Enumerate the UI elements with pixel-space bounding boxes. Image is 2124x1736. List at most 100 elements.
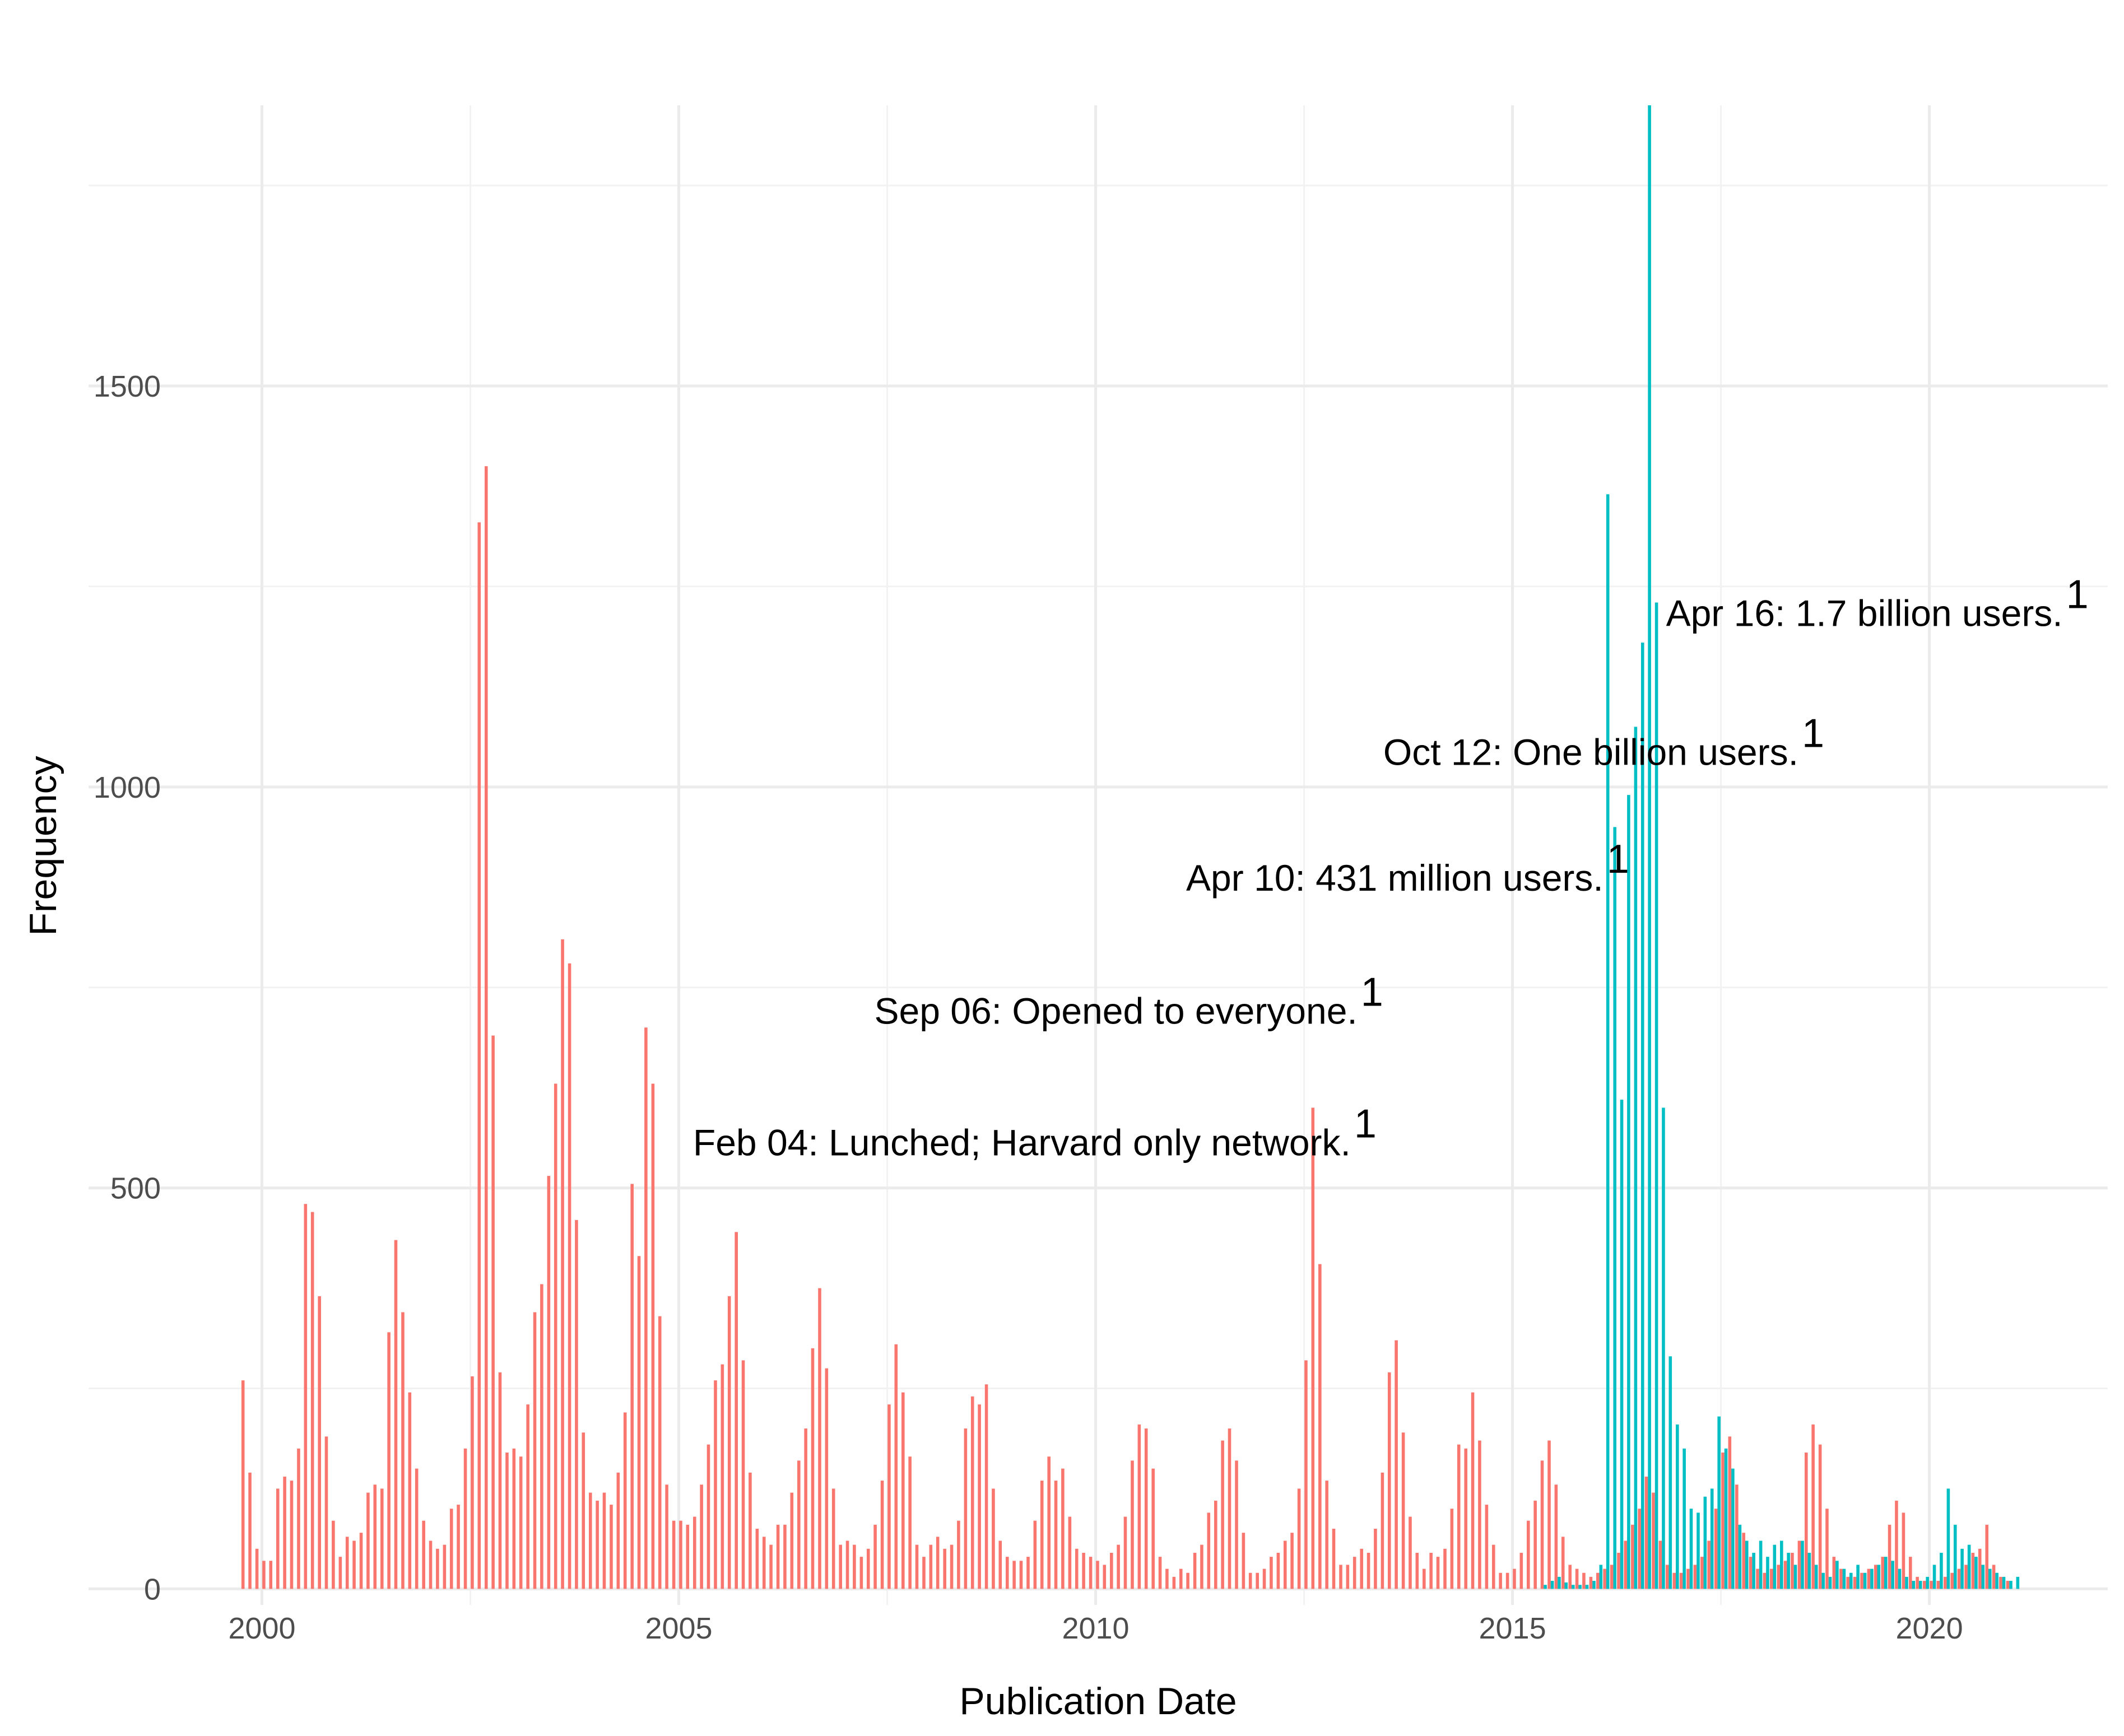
bar xyxy=(804,1428,807,1589)
bar xyxy=(735,1232,738,1589)
bar xyxy=(1944,1576,1947,1589)
bar xyxy=(1256,1572,1259,1589)
bar xyxy=(1978,1548,1982,1589)
bar xyxy=(1988,1569,1992,1589)
bar xyxy=(790,1492,794,1589)
bar xyxy=(1082,1552,1085,1589)
bar xyxy=(1648,105,1651,1589)
bar xyxy=(1221,1440,1224,1589)
bar xyxy=(644,1027,648,1589)
bar xyxy=(1745,1540,1749,1589)
bar xyxy=(463,1448,467,1589)
bar xyxy=(310,1212,314,1589)
bar xyxy=(1731,1468,1735,1589)
bar xyxy=(783,1524,787,1589)
annotation-superscript: 1 xyxy=(1607,837,1629,882)
bar xyxy=(1710,1488,1714,1589)
bar xyxy=(1849,1572,1853,1589)
annotation: Oct 12: One billion users. xyxy=(1383,731,1798,772)
bar xyxy=(1874,1565,1877,1589)
bar xyxy=(533,1312,537,1589)
annotation-superscript: 1 xyxy=(2066,573,2089,617)
bar xyxy=(269,1561,273,1589)
bar xyxy=(984,1384,988,1589)
bar xyxy=(1640,643,1644,1589)
bar xyxy=(394,1240,398,1589)
bar xyxy=(616,1472,620,1589)
bar xyxy=(1578,1585,1582,1589)
bar xyxy=(1714,1509,1718,1589)
bar xyxy=(853,1544,856,1589)
bar xyxy=(1818,1444,1822,1589)
bar xyxy=(2002,1576,2006,1589)
bar xyxy=(519,1456,523,1589)
bar xyxy=(1967,1544,1971,1589)
bar xyxy=(1061,1468,1065,1589)
bar xyxy=(839,1544,842,1589)
bar xyxy=(1457,1444,1461,1589)
bar xyxy=(1658,1540,1662,1589)
bar xyxy=(651,1083,655,1589)
bar xyxy=(1464,1448,1467,1589)
bar xyxy=(1401,1432,1405,1589)
bar xyxy=(811,1348,815,1589)
bar xyxy=(894,1344,898,1589)
bar xyxy=(1478,1440,1481,1589)
bar xyxy=(1040,1481,1044,1589)
bar xyxy=(1842,1569,1846,1589)
bar xyxy=(1193,1552,1197,1589)
bar xyxy=(1644,1476,1648,1589)
annotation: Apr 10: 431 million users. xyxy=(1186,857,1604,899)
bar xyxy=(1144,1428,1148,1589)
bar xyxy=(1801,1540,1804,1589)
x-tick-label: 2015 xyxy=(1479,1612,1546,1645)
bar xyxy=(1360,1548,1363,1589)
bar xyxy=(1918,1581,1922,1589)
bar xyxy=(1540,1460,1544,1589)
bar xyxy=(408,1392,412,1589)
bar xyxy=(1922,1581,1926,1589)
bar xyxy=(1599,1565,1603,1589)
bar xyxy=(1325,1481,1328,1589)
bar xyxy=(505,1453,509,1589)
bar xyxy=(1756,1569,1759,1589)
bar xyxy=(1283,1540,1287,1589)
bar xyxy=(471,1376,474,1589)
bar xyxy=(1773,1544,1777,1589)
bar xyxy=(1214,1500,1217,1589)
bar xyxy=(1235,1460,1238,1589)
bar xyxy=(1960,1548,1964,1589)
bar xyxy=(1763,1572,1767,1589)
bar xyxy=(1870,1569,1874,1589)
bar xyxy=(1564,1582,1568,1589)
bar xyxy=(1585,1585,1589,1589)
annotation: Feb 04: Lunched; Harvard only network. xyxy=(693,1121,1351,1163)
annotation: Apr 16: 1.7 billion users. xyxy=(1666,593,2063,634)
y-tick-label: 500 xyxy=(110,1172,161,1206)
bar xyxy=(1568,1565,1572,1589)
bar xyxy=(700,1484,703,1589)
bar xyxy=(498,1372,502,1589)
bar xyxy=(1981,1565,1985,1589)
bar xyxy=(1738,1524,1742,1589)
bar xyxy=(1668,1356,1672,1589)
bar xyxy=(1867,1569,1871,1589)
bar xyxy=(1068,1516,1072,1589)
bar xyxy=(366,1492,370,1589)
bar xyxy=(936,1537,940,1589)
bar xyxy=(380,1488,384,1589)
bar xyxy=(1676,1424,1679,1589)
bar xyxy=(707,1444,710,1589)
annotation-superscript: 1 xyxy=(1361,970,1383,1015)
bar xyxy=(727,1296,731,1589)
bar xyxy=(1814,1565,1818,1589)
bar xyxy=(1443,1548,1447,1589)
bar xyxy=(1891,1561,1894,1589)
bar xyxy=(686,1524,690,1589)
bar xyxy=(512,1448,516,1589)
bar xyxy=(1304,1360,1308,1589)
bar xyxy=(1200,1544,1203,1589)
bar xyxy=(332,1520,335,1589)
bar xyxy=(929,1544,933,1589)
bar xyxy=(1353,1557,1356,1589)
